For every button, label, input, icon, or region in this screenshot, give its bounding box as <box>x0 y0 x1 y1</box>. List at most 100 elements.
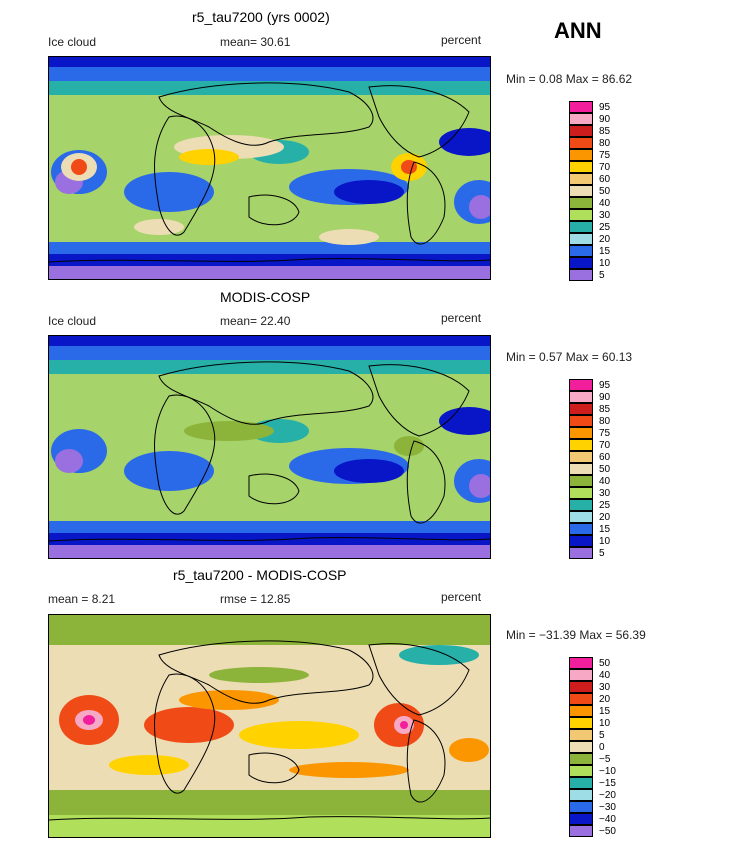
panel-1-colorbar-tick-label: 10 <box>599 258 611 269</box>
panel-3-colorbar-swatch <box>569 705 593 717</box>
panel-1-colorbar-tick-label: 75 <box>599 150 611 161</box>
panel-1-colorbar-swatch <box>569 197 593 209</box>
panel-2-map <box>48 335 491 559</box>
panel-1-center-label: mean= 30.61 <box>220 35 291 49</box>
panel-1-colorbar-swatch <box>569 245 593 257</box>
panel-3-colorbar-swatch <box>569 657 593 669</box>
panel-1-colorbar-tick-label: 25 <box>599 222 611 233</box>
coastline <box>248 473 300 505</box>
panel-2-colorbar-swatch <box>569 487 593 499</box>
panel-2-colorbar: 95 90 85 80 75 70 60 50 40 30 25 20 15 10 5 <box>569 379 629 559</box>
field-region <box>400 721 408 729</box>
panel-2-colorbar-swatch <box>569 403 593 415</box>
panel-1-map <box>48 56 491 280</box>
panel-2-colorbar-tick-label: 20 <box>599 512 611 523</box>
panel-2-colorbar-tick-label: 70 <box>599 440 611 451</box>
panel-3-colorbar-swatch <box>569 825 593 837</box>
panel-2-left-label: Ice cloud <box>48 314 97 328</box>
panel-2-colorbar-tick-label: 40 <box>599 476 611 487</box>
coastline <box>248 194 300 226</box>
panel-2-colorbar-tick-label: 75 <box>599 428 611 439</box>
panel-1-colorbar-tick-label: 50 <box>599 186 611 197</box>
panel-3-minmax: Min = −31.39 Max = 56.39 <box>506 628 646 642</box>
panel-3-map <box>48 614 491 838</box>
field-region <box>179 690 279 710</box>
panel-3-colorbar-swatch <box>569 765 593 777</box>
panel-2-colorbar-tick-label: 50 <box>599 464 611 475</box>
panel-2-colorbar-swatch <box>569 535 593 547</box>
field-region <box>134 219 184 235</box>
panel-3-colorbar-tick-label: −20 <box>599 790 616 801</box>
panel-2-colorbar-swatch <box>569 427 593 439</box>
field-region <box>469 474 490 498</box>
panel-3-colorbar-swatch <box>569 729 593 741</box>
panel-1-colorbar-tick-label: 60 <box>599 174 611 185</box>
field-region <box>184 421 274 441</box>
panel-3-colorbar-tick-label: 5 <box>599 730 605 741</box>
field-band-north <box>49 81 490 95</box>
panel-2-colorbar-tick-label: 60 <box>599 452 611 463</box>
coastline <box>368 85 470 158</box>
field-region <box>109 755 189 775</box>
panel-2-colorbar-tick-label: 30 <box>599 488 611 499</box>
panel-1-title: r5_tau7200 (yrs 0002) <box>192 9 330 25</box>
panel-2-center-label: mean= 22.40 <box>220 314 291 328</box>
field-band-north <box>49 615 490 645</box>
coastline <box>368 364 470 437</box>
panel-3-left-label: mean = 8.21 <box>48 592 116 606</box>
panel-3-colorbar-tick-label: 10 <box>599 718 611 729</box>
panel-2-right-label: percent <box>441 311 482 325</box>
field-region <box>334 180 404 204</box>
panel-1-colorbar-tick-label: 5 <box>599 270 605 281</box>
coastline <box>406 719 446 803</box>
field-band-south <box>49 815 490 837</box>
panel-3-colorbar-tick-label: −40 <box>599 814 616 825</box>
panel-1-colorbar-swatch <box>569 257 593 269</box>
field-band-north <box>49 57 490 67</box>
field-band-south <box>49 242 490 254</box>
panel-1-colorbar-swatch <box>569 137 593 149</box>
panel-1-colorbar-swatch <box>569 113 593 125</box>
field-band-north <box>49 336 490 346</box>
panel-3-colorbar-swatch <box>569 681 593 693</box>
panel-2-colorbar-tick-label: 15 <box>599 524 611 535</box>
field-region <box>179 149 239 165</box>
panel-1-colorbar-swatch <box>569 125 593 137</box>
field-band-north <box>49 360 490 374</box>
panel-2-colorbar-tick-label: 10 <box>599 536 611 547</box>
panel-3-colorbar-tick-label: −5 <box>599 754 611 765</box>
panel-1-colorbar-swatch <box>569 161 593 173</box>
coastline <box>49 816 490 821</box>
coastline <box>158 82 374 146</box>
coastline <box>406 161 446 245</box>
panel-3-colorbar-tick-label: 50 <box>599 658 611 669</box>
panel-2-colorbar-tick-label: 95 <box>599 380 611 391</box>
coastline <box>158 640 374 704</box>
panel-1-colorbar-tick-label: 30 <box>599 210 611 221</box>
panel-2-colorbar-swatch <box>569 451 593 463</box>
field-band-north <box>49 67 490 81</box>
panel-2-colorbar-tick-label: 90 <box>599 392 611 403</box>
panel-3-colorbar-swatch <box>569 753 593 765</box>
panel-1-colorbar-swatch <box>569 101 593 113</box>
panel-3-center-label: rmse = 12.85 <box>220 592 291 606</box>
panel-3-colorbar-swatch <box>569 669 593 681</box>
panel-1-colorbar-tick-label: 15 <box>599 246 611 257</box>
field-region <box>71 159 87 175</box>
coastline <box>154 115 216 236</box>
panel-1-colorbar-swatch <box>569 233 593 245</box>
panel-3-colorbar-swatch <box>569 717 593 729</box>
field-band-south <box>49 790 490 815</box>
field-region <box>83 715 95 725</box>
panel-3-colorbar-tick-label: −15 <box>599 778 616 789</box>
panel-2-colorbar-swatch <box>569 463 593 475</box>
panel-3-colorbar-tick-label: 30 <box>599 682 611 693</box>
panel-3-colorbar: 50 40 30 20 15 10 5 0 −5 −10 −15 −20 −30 −40 −50 <box>569 657 629 837</box>
panel-1-right-label: percent <box>441 33 482 47</box>
panel-2-colorbar-swatch <box>569 439 593 451</box>
panel-1-colorbar-tick-label: 40 <box>599 198 611 209</box>
field-region <box>239 721 359 749</box>
coastline <box>154 394 216 515</box>
panel-2-colorbar-tick-label: 80 <box>599 416 611 427</box>
panel-1-minmax: Min = 0.08 Max = 86.62 <box>506 72 633 86</box>
